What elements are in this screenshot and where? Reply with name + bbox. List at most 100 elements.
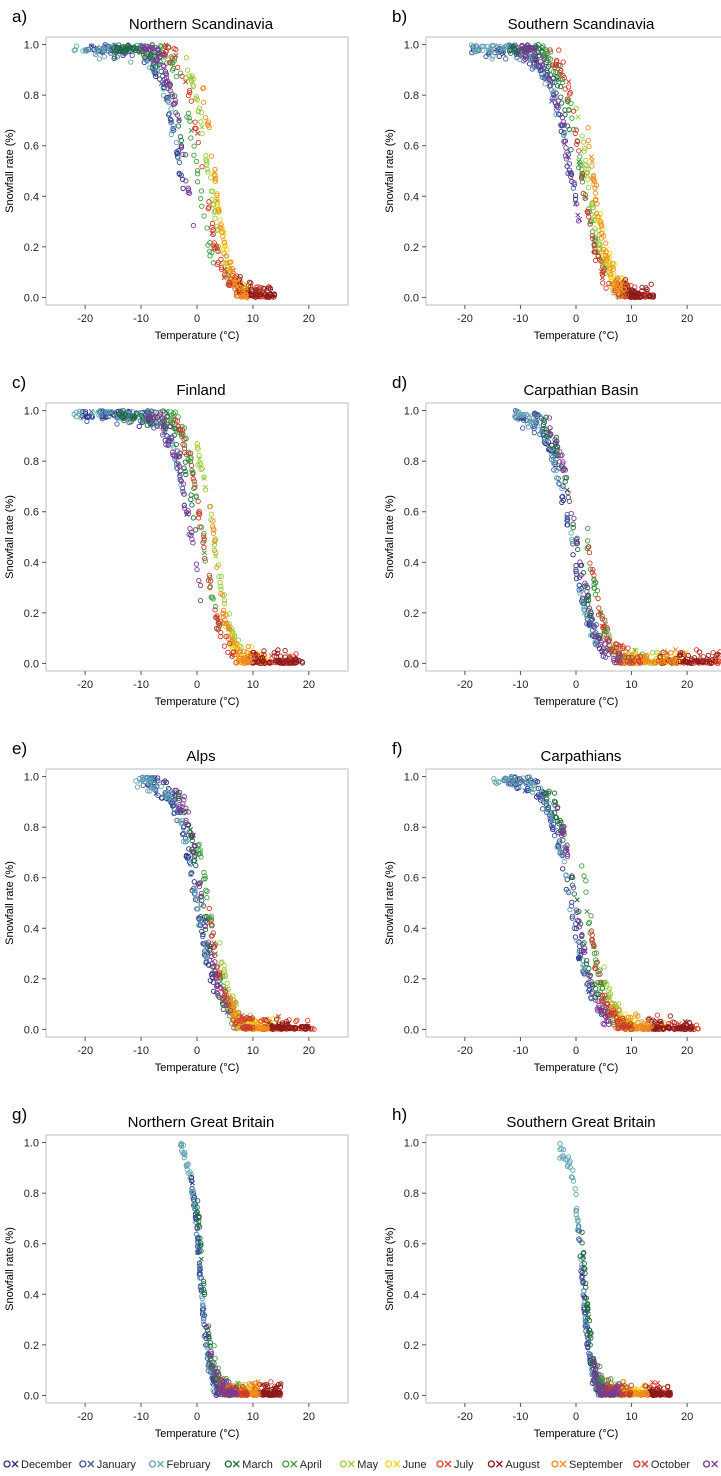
data-point [712, 658, 719, 664]
data-point [209, 922, 215, 928]
data-point [192, 527, 199, 533]
data-point [162, 778, 168, 784]
scatter-points [71, 408, 306, 667]
data-point [188, 462, 195, 469]
data-point [562, 467, 569, 473]
data-point [202, 923, 208, 929]
data-point [205, 119, 212, 125]
data-point [586, 982, 592, 989]
panel-carpathian-basin: d) Carpathian Basin-20 -10 0 10 200.00.20.40.… [384, 373, 721, 708]
data-point [547, 425, 553, 431]
data-point [206, 1335, 212, 1342]
data-point [525, 421, 531, 427]
data-point [248, 1016, 255, 1022]
data-point [189, 846, 195, 852]
data-point [518, 52, 524, 58]
data-point [204, 166, 210, 172]
series-october [172, 417, 239, 666]
data-point [580, 190, 586, 197]
data-point [206, 943, 212, 949]
data-point [200, 931, 206, 938]
data-point [569, 115, 575, 121]
data-point [201, 536, 207, 542]
data-point [186, 190, 193, 196]
data-point [650, 294, 656, 300]
data-point [709, 657, 716, 663]
data-point [591, 572, 597, 578]
data-point [566, 498, 573, 505]
data-point [187, 118, 193, 124]
data-point [531, 410, 538, 416]
data-point [176, 117, 182, 123]
data-point [519, 43, 525, 50]
y-tick-label: 0.4 [24, 557, 39, 569]
data-point [223, 633, 229, 640]
data-point [273, 1384, 280, 1391]
data-point [191, 1199, 197, 1205]
data-point [206, 124, 212, 131]
data-point [114, 54, 120, 60]
data-point [551, 832, 558, 839]
data-point [212, 952, 218, 958]
x-tick-label: 10 [625, 1045, 637, 1057]
y-tick-label: 0.2 [24, 974, 39, 986]
x-tick-label: 0 [573, 313, 579, 325]
data-point [662, 658, 668, 664]
data-point [573, 105, 579, 112]
data-point [551, 809, 558, 816]
data-point [598, 221, 604, 228]
data-point [576, 924, 583, 930]
data-point [195, 462, 201, 468]
data-point [607, 262, 613, 268]
data-point [202, 873, 208, 879]
plot-frame [45, 36, 349, 306]
data-point [244, 1025, 250, 1031]
data-point [241, 648, 247, 655]
data-point [273, 1016, 280, 1022]
data-point [198, 466, 204, 473]
x-tick-label: 0 [194, 679, 200, 691]
data-point [206, 905, 212, 912]
data-point [607, 272, 614, 278]
data-point [202, 940, 208, 946]
data-point [490, 53, 496, 59]
y-tick-label: 1.0 [24, 1138, 39, 1150]
data-point [571, 891, 577, 897]
data-point [607, 265, 613, 272]
data-point [212, 538, 218, 544]
data-point [180, 830, 187, 836]
data-point [183, 817, 189, 824]
data-point [588, 609, 594, 615]
data-point [667, 1013, 673, 1019]
data-point [607, 274, 614, 280]
data-point [234, 277, 240, 283]
data-point [557, 69, 563, 76]
data-point [212, 1355, 218, 1362]
data-point [178, 144, 185, 150]
data-point [112, 54, 118, 60]
data-point [574, 139, 581, 145]
data-point [533, 414, 540, 420]
data-point [188, 456, 194, 462]
panel-northern-scandinavia: a) Northern Scandinavia-20 -10 0 10 200.00.20… [4, 7, 349, 342]
data-point [146, 408, 152, 415]
data-point [218, 591, 224, 597]
data-point [548, 87, 555, 93]
data-point [565, 170, 571, 177]
data-point [548, 452, 555, 459]
data-point [535, 423, 541, 429]
data-point [580, 596, 587, 602]
data-point [257, 1381, 263, 1388]
data-point [598, 609, 604, 616]
data-point [190, 471, 196, 477]
data-point [580, 957, 586, 963]
data-point [587, 623, 593, 629]
data-point [659, 657, 665, 664]
data-point [583, 595, 590, 601]
scatter-points [177, 1140, 284, 1399]
data-point [501, 45, 507, 52]
series-november [517, 42, 583, 224]
data-point [530, 52, 537, 58]
data-point [155, 792, 161, 798]
data-point [204, 225, 210, 231]
